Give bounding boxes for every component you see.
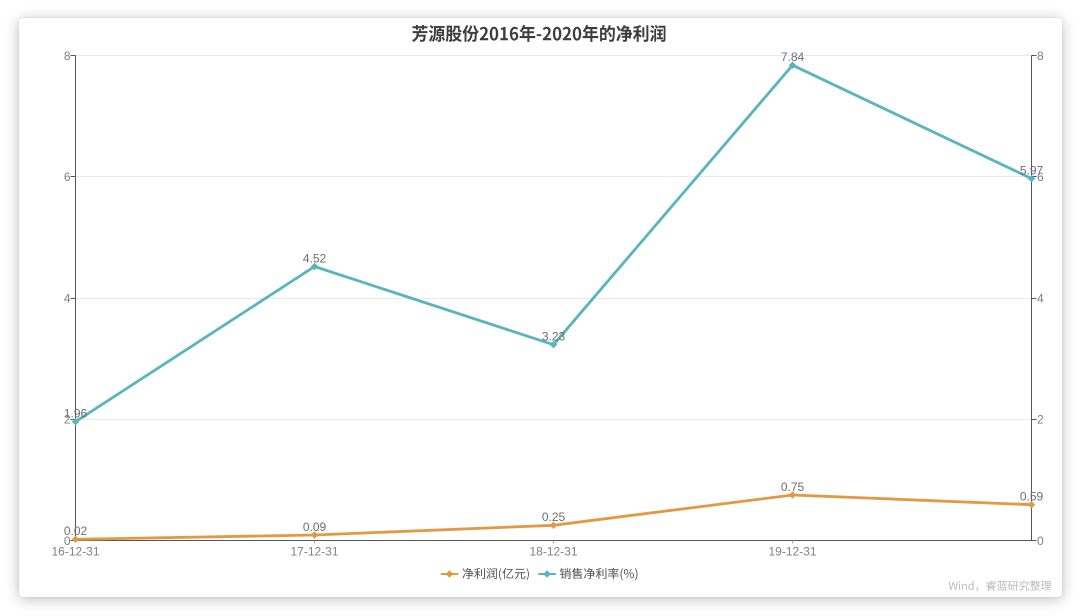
svg-text:6: 6 — [1037, 170, 1044, 184]
svg-text:0.02: 0.02 — [64, 524, 88, 538]
svg-text:19-12-31: 19-12-31 — [768, 545, 816, 559]
svg-text:3.23: 3.23 — [542, 330, 566, 344]
svg-text:5.97: 5.97 — [1020, 163, 1044, 177]
svg-text:16-12-31: 16-12-31 — [51, 545, 99, 559]
svg-text:1.96: 1.96 — [64, 407, 88, 421]
svg-text:0.25: 0.25 — [542, 510, 566, 524]
svg-text:2: 2 — [1037, 413, 1044, 427]
svg-text:0.75: 0.75 — [781, 480, 805, 494]
svg-text:8: 8 — [1037, 49, 1044, 63]
svg-text:18-12-31: 18-12-31 — [529, 545, 577, 559]
svg-text:8: 8 — [64, 49, 71, 63]
svg-text:17-12-31: 17-12-31 — [290, 545, 338, 559]
svg-text:2: 2 — [64, 413, 71, 427]
svg-text:0.09: 0.09 — [303, 520, 327, 534]
svg-text:4.52: 4.52 — [303, 251, 327, 265]
svg-text:0: 0 — [1037, 534, 1044, 548]
svg-text:6: 6 — [64, 170, 71, 184]
svg-text:4: 4 — [64, 291, 71, 305]
svg-text:0.59: 0.59 — [1020, 490, 1044, 504]
svg-text:0: 0 — [64, 534, 71, 548]
svg-text:7.84: 7.84 — [781, 50, 805, 64]
svg-text:4: 4 — [1037, 291, 1044, 305]
